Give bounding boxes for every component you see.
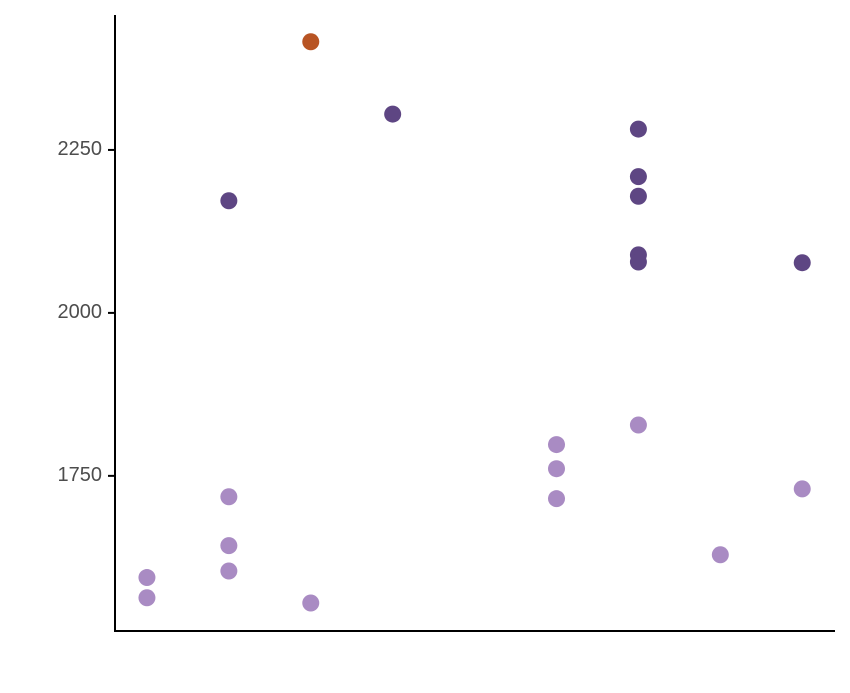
point [302, 594, 320, 612]
point [138, 569, 156, 587]
point [793, 254, 811, 272]
y-tick-label: 1750 [58, 464, 103, 486]
point [548, 460, 566, 478]
point [138, 589, 156, 607]
y-tick-label: 2000 [58, 301, 103, 323]
point [629, 168, 647, 186]
point [220, 192, 238, 210]
point [220, 537, 238, 555]
point [548, 436, 566, 454]
point [629, 120, 647, 138]
point [220, 488, 238, 506]
point [629, 253, 647, 271]
point [302, 33, 320, 51]
point [220, 562, 238, 580]
point [548, 490, 566, 508]
y-tick-label: 2250 [58, 138, 103, 160]
point [629, 416, 647, 434]
point [384, 105, 402, 123]
point [629, 187, 647, 205]
point [793, 480, 811, 498]
point [711, 546, 729, 564]
